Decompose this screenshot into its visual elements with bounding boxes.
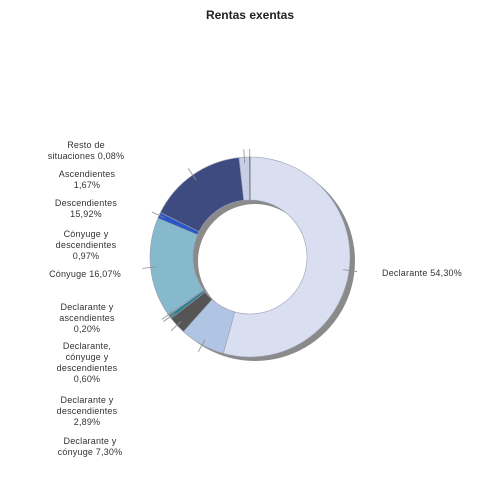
label-declarante-conyuge-descendientes: Declarante, cónyuge y descendientes 0,60%: [57, 341, 118, 384]
leader-lines: [142, 148, 358, 352]
donut-slices: [149, 156, 351, 358]
leader-conyuge-descendientes: [151, 211, 165, 219]
leader-ascendientes: [243, 149, 245, 164]
leader-declarante-ascendientes: [161, 311, 174, 320]
leader-declarante-descendientes: [170, 320, 182, 332]
label-resto: Resto de situaciones 0,08%: [48, 140, 124, 161]
label-declarante-conyuge: Declarante y cónyuge 7,30%: [58, 436, 123, 457]
label-declarante: Declarante 54,30%: [382, 268, 462, 278]
label-declarante-ascendientes: Declarante y ascendientes 0,20%: [59, 302, 115, 334]
label-declarante-descendientes: Declarante y descendientes 2,89%: [57, 395, 118, 427]
slice-declarante: [222, 156, 351, 358]
label-ascendientes: Ascendientes 1,67%: [59, 169, 116, 190]
leader-conyuge: [142, 266, 157, 269]
leader-declarante-conyuge-descendientes: [163, 312, 175, 322]
chart-title: Rentas exentas: [206, 8, 294, 22]
slice-labels: Declarante 54,30% Declarante y cónyuge 7,3…: [48, 140, 462, 457]
leader-declarante: [343, 269, 358, 272]
leader-descendientes: [187, 168, 197, 181]
leader-declarante-conyuge: [197, 339, 206, 352]
label-conyuge-descendientes: Cónyuge y descendientes 0,97%: [56, 229, 117, 261]
label-descendientes: Descendientes 15,92%: [55, 198, 117, 219]
label-conyuge: Cónyuge 16,07%: [49, 269, 121, 279]
